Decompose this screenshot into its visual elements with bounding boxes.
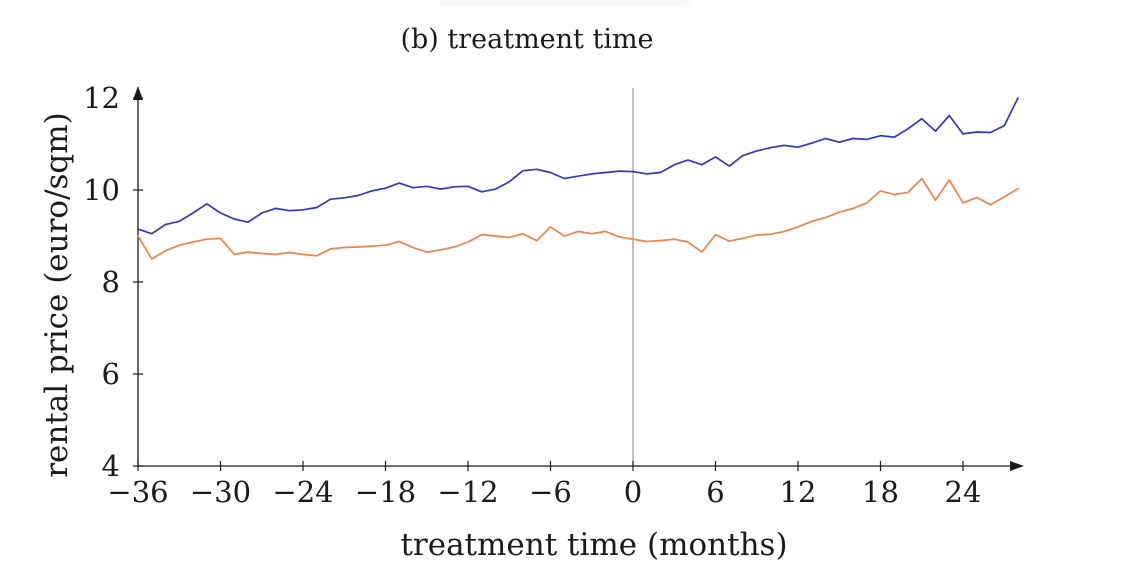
x-tick-label: −18 [355, 475, 416, 509]
x-tick-label: −36 [107, 475, 168, 509]
x-axis-label: treatment time (months) [400, 527, 788, 563]
x-tick-label: −6 [529, 475, 572, 509]
y-tick-label: 10 [83, 173, 120, 207]
x-tick-label: −30 [190, 475, 251, 509]
clipped-text-artifact [440, 0, 690, 5]
x-tick-label: 12 [780, 475, 817, 509]
x-tick-label: −24 [272, 475, 333, 509]
y-axis-label: rental price (euro/sqm) [39, 112, 75, 478]
x-tick-label: 6 [706, 475, 724, 509]
y-tick-label: 4 [102, 449, 120, 483]
y-axis-arrow-icon [133, 86, 143, 100]
x-tick-label: −12 [437, 475, 498, 509]
y-tick-label: 8 [102, 265, 120, 299]
x-tick-label: 24 [945, 475, 982, 509]
x-tick-label: 0 [624, 475, 642, 509]
series-line-blue [137, 97, 1019, 235]
x-axis-arrow-icon [1010, 461, 1024, 471]
y-tick-label: 12 [83, 81, 120, 115]
series-line-orange [137, 177, 1019, 260]
x-tick-label: 18 [862, 475, 899, 509]
chart-title: (b) treatment time [400, 24, 654, 55]
y-tick-label: 6 [102, 357, 120, 391]
